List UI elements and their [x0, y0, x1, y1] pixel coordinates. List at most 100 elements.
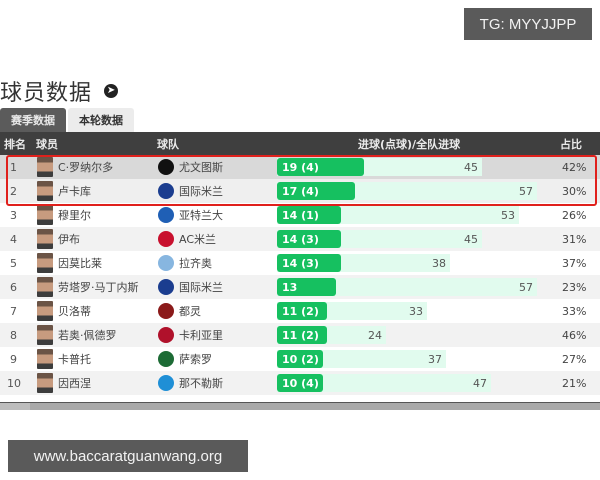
rank: 5 [10, 256, 17, 270]
team-crest-icon [158, 255, 174, 271]
team-name[interactable]: 尤文图斯 [179, 161, 223, 174]
player-avatar [37, 301, 53, 321]
player-avatar [37, 205, 53, 225]
player-name[interactable]: 劳塔罗·马丁内斯 [58, 281, 139, 294]
table-row[interactable]: 4 伊布 AC米兰 45 14 (3) 31% [0, 227, 600, 251]
header-ratio[interactable]: 占比 [560, 137, 582, 151]
player-goals-bar: 10 (4) [277, 374, 323, 392]
header-goals[interactable]: 进球(点球)/全队进球 [358, 137, 461, 151]
rank: 10 [7, 376, 21, 390]
watermark-bottom: www.baccaratguanwang.org [8, 440, 248, 472]
team-name[interactable]: 亚特兰大 [179, 209, 223, 222]
goal-ratio: 42% [562, 160, 587, 174]
player-goals-bar: 11 (2) [277, 302, 327, 320]
player-goals-bar: 17 (4) [277, 182, 355, 200]
table-row[interactable]: 6 劳塔罗·马丁内斯 国际米兰 57 13 23% [0, 275, 600, 299]
team-crest-icon [158, 375, 174, 391]
team-goals-value: 47 [473, 376, 487, 390]
player-goals-bar: 14 (1) [277, 206, 341, 224]
team-name[interactable]: 那不勒斯 [179, 377, 223, 390]
player-name[interactable]: 贝洛蒂 [58, 305, 91, 318]
table-header: 排名 球员 球队 进球(点球)/全队进球 占比 [0, 132, 600, 155]
table-row[interactable]: 5 因莫比莱 拉齐奥 38 14 (3) 37% [0, 251, 600, 275]
tab-round-stats[interactable]: 本轮数据 [68, 108, 134, 132]
rank: 3 [10, 208, 17, 222]
team-goals-value: 33 [409, 304, 423, 318]
player-goals-bar: 10 (2) [277, 350, 323, 368]
player-name[interactable]: 卡普托 [58, 353, 91, 366]
table-row[interactable]: 8 若奥·佩德罗 卡利亚里 24 11 (2) 46% [0, 323, 600, 347]
player-name[interactable]: 卢卡库 [58, 185, 91, 198]
page-title-text: 球员数据 [0, 81, 93, 106]
scrollbar-thumb[interactable] [0, 403, 30, 410]
table-row[interactable]: 9 卡普托 萨索罗 37 10 (2) 27% [0, 347, 600, 371]
team-crest-icon [158, 183, 174, 199]
table-row[interactable]: 2 卢卡库 国际米兰 57 17 (4) 30% [0, 179, 600, 203]
table-row[interactable]: 7 贝洛蒂 都灵 33 11 (2) 33% [0, 299, 600, 323]
rank: 2 [10, 184, 17, 198]
player-goals-bar: 14 (3) [277, 254, 341, 272]
player-avatar [37, 229, 53, 249]
player-avatar [37, 349, 53, 369]
player-goals-bar: 11 (2) [277, 326, 327, 344]
team-goals-bar [277, 278, 537, 296]
table-body: 1 C·罗纳尔多 尤文图斯 45 19 (4) 42% 2 卢卡库 国际米兰 57 17 (4) 30… [0, 155, 600, 395]
rank: 6 [10, 280, 17, 294]
table-row[interactable]: 3 穆里尔 亚特兰大 53 14 (1) 26% [0, 203, 600, 227]
team-goals-value: 57 [519, 280, 533, 294]
team-crest-icon [158, 207, 174, 223]
player-stats-table: 排名 球员 球队 进球(点球)/全队进球 占比 1 C·罗纳尔多 尤文图斯 45 19 … [0, 132, 600, 395]
rank: 8 [10, 328, 17, 342]
team-crest-icon [158, 327, 174, 343]
circle-arrow-right-icon[interactable]: ➤ [104, 84, 119, 98]
goal-ratio: 46% [562, 328, 587, 342]
header-team[interactable]: 球队 [157, 137, 179, 151]
player-name[interactable]: C·罗纳尔多 [58, 161, 114, 174]
team-name[interactable]: 都灵 [179, 305, 201, 318]
goal-ratio: 31% [562, 232, 587, 246]
team-crest-icon [158, 351, 174, 367]
rank: 4 [10, 232, 17, 246]
header-player[interactable]: 球员 [36, 137, 58, 151]
team-goals-value: 45 [464, 232, 478, 246]
team-goals-value: 37 [428, 352, 442, 366]
player-name[interactable]: 穆里尔 [58, 209, 91, 222]
player-name[interactable]: 因莫比莱 [58, 257, 102, 270]
player-avatar [37, 181, 53, 201]
player-name[interactable]: 伊布 [58, 233, 80, 246]
player-name[interactable]: 因西涅 [58, 377, 91, 390]
team-name[interactable]: 拉齐奥 [179, 257, 212, 270]
watermark-top: TG: MYYJJPP [464, 8, 592, 40]
rank: 9 [10, 352, 17, 366]
team-goals-value: 24 [368, 328, 382, 342]
team-name[interactable]: 萨索罗 [179, 353, 212, 366]
tab-season-stats[interactable]: 赛季数据 [0, 108, 66, 132]
table-row[interactable]: 10 因西涅 那不勒斯 47 10 (4) 21% [0, 371, 600, 395]
player-avatar [37, 277, 53, 297]
goal-ratio: 21% [562, 376, 587, 390]
player-avatar [37, 157, 53, 177]
team-goals-bar [277, 374, 491, 392]
player-name[interactable]: 若奥·佩德罗 [58, 329, 117, 342]
team-crest-icon [158, 279, 174, 295]
team-name[interactable]: AC米兰 [179, 233, 217, 246]
goal-ratio: 37% [562, 256, 587, 270]
team-crest-icon [158, 231, 174, 247]
player-goals-bar: 19 (4) [277, 158, 364, 176]
player-goals-bar: 13 [277, 278, 336, 296]
team-name[interactable]: 卡利亚里 [179, 329, 223, 342]
team-crest-icon [158, 303, 174, 319]
goal-ratio: 33% [562, 304, 587, 318]
player-goals-bar: 14 (3) [277, 230, 341, 248]
header-rank[interactable]: 排名 [4, 137, 26, 151]
rank: 7 [10, 304, 17, 318]
team-name[interactable]: 国际米兰 [179, 281, 223, 294]
table-row[interactable]: 1 C·罗纳尔多 尤文图斯 45 19 (4) 42% [0, 155, 600, 179]
goal-ratio: 30% [562, 184, 587, 198]
team-name[interactable]: 国际米兰 [179, 185, 223, 198]
goal-ratio: 23% [562, 280, 587, 294]
horizontal-scrollbar[interactable] [0, 402, 600, 410]
goal-ratio: 27% [562, 352, 587, 366]
team-crest-icon [158, 159, 174, 175]
goal-ratio: 26% [562, 208, 587, 222]
